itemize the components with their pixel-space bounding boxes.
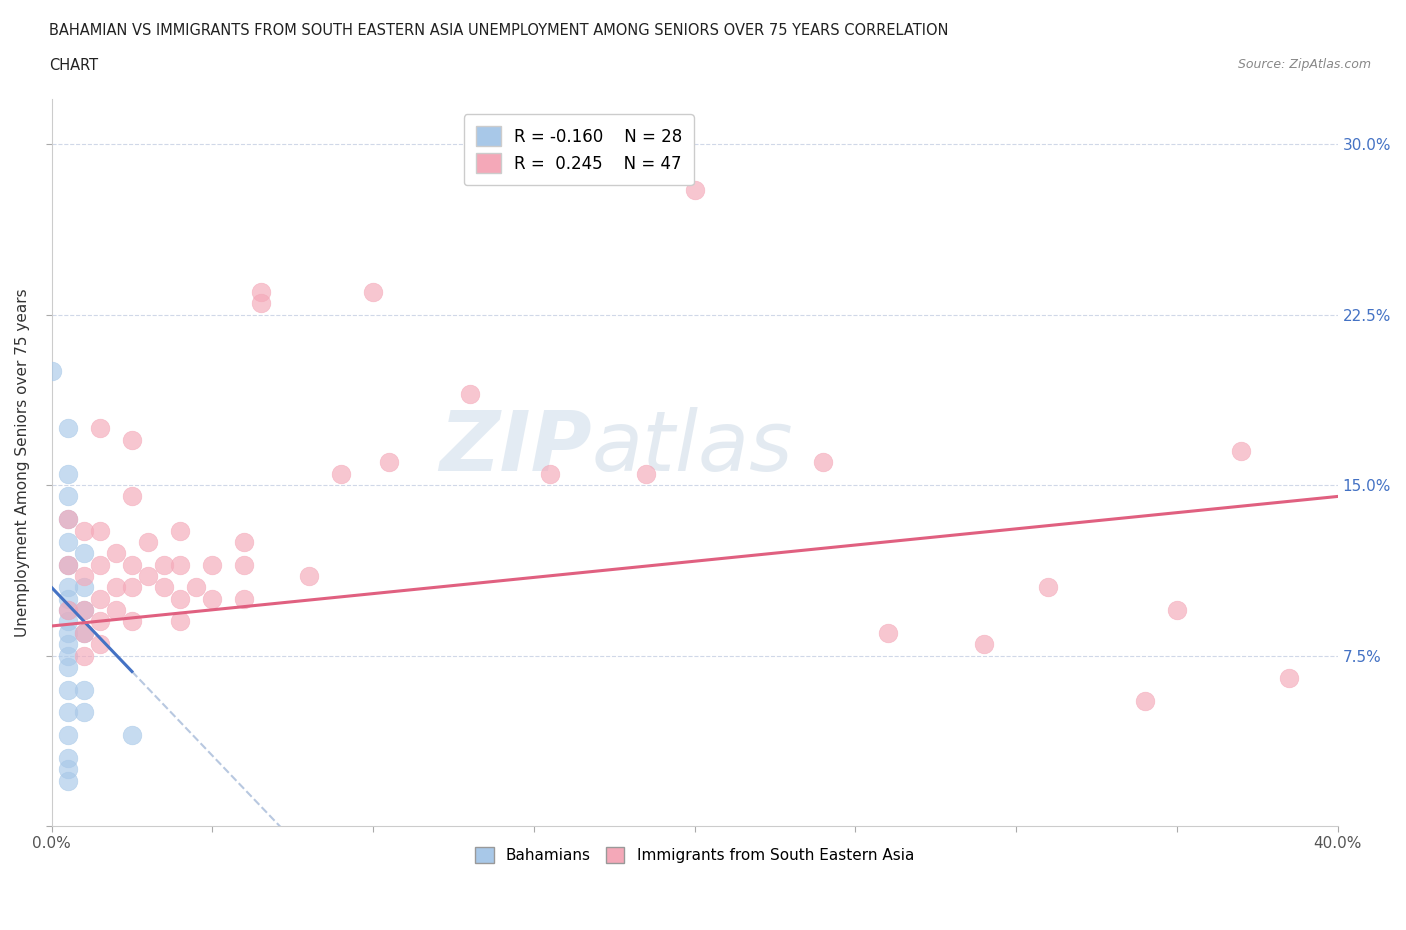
Point: [136, 535, 159, 550]
Text: CHART: CHART: [49, 58, 98, 73]
Point: [233, 591, 256, 606]
Point: [56, 727, 79, 742]
Text: Source: ZipAtlas.com: Source: ZipAtlas.com: [1237, 58, 1371, 71]
Point: [538, 466, 561, 481]
Point: [56, 512, 79, 526]
Point: [56, 489, 79, 504]
Text: atlas: atlas: [592, 407, 793, 488]
Point: [56, 625, 79, 640]
Point: [636, 466, 658, 481]
Point: [56, 591, 79, 606]
Legend: Bahamians, Immigrants from South Eastern Asia: Bahamians, Immigrants from South Eastern…: [470, 841, 920, 870]
Point: [153, 580, 176, 595]
Point: [458, 387, 481, 402]
Point: [73, 648, 96, 663]
Point: [56, 751, 79, 765]
Point: [73, 580, 96, 595]
Point: [169, 614, 191, 629]
Point: [298, 568, 321, 583]
Point: [121, 489, 143, 504]
Point: [56, 580, 79, 595]
Point: [89, 523, 111, 538]
Point: [361, 285, 384, 299]
Point: [1230, 444, 1253, 458]
Point: [249, 296, 271, 311]
Point: [56, 683, 79, 698]
Point: [56, 648, 79, 663]
Point: [41, 364, 63, 379]
Point: [973, 637, 995, 652]
Point: [73, 603, 96, 618]
Point: [73, 603, 96, 618]
Text: ZIP: ZIP: [439, 407, 592, 488]
Point: [121, 614, 143, 629]
Point: [56, 466, 79, 481]
Point: [169, 591, 191, 606]
Point: [683, 182, 706, 197]
Point: [104, 580, 127, 595]
Text: BAHAMIAN VS IMMIGRANTS FROM SOUTH EASTERN ASIA UNEMPLOYMENT AMONG SENIORS OVER 7: BAHAMIAN VS IMMIGRANTS FROM SOUTH EASTER…: [49, 23, 949, 38]
Point: [1038, 580, 1060, 595]
Point: [186, 580, 208, 595]
Point: [89, 557, 111, 572]
Point: [56, 512, 79, 526]
Point: [73, 705, 96, 720]
Point: [136, 568, 159, 583]
Point: [104, 546, 127, 561]
Point: [121, 557, 143, 572]
Point: [233, 557, 256, 572]
Point: [73, 683, 96, 698]
Point: [56, 762, 79, 777]
Point: [56, 773, 79, 788]
Point: [876, 625, 898, 640]
Point: [233, 535, 256, 550]
Point: [56, 603, 79, 618]
Point: [89, 637, 111, 652]
Point: [89, 591, 111, 606]
Point: [73, 568, 96, 583]
Point: [169, 523, 191, 538]
Point: [73, 546, 96, 561]
Point: [249, 285, 271, 299]
Point: [56, 637, 79, 652]
Point: [201, 591, 224, 606]
Point: [329, 466, 352, 481]
Point: [89, 420, 111, 435]
Point: [169, 557, 191, 572]
Point: [104, 603, 127, 618]
Point: [73, 523, 96, 538]
Point: [89, 614, 111, 629]
Point: [56, 603, 79, 618]
Point: [378, 455, 401, 470]
Point: [56, 420, 79, 435]
Point: [1166, 603, 1188, 618]
Point: [1133, 694, 1156, 709]
Point: [56, 614, 79, 629]
Point: [73, 625, 96, 640]
Point: [56, 659, 79, 674]
Point: [1278, 671, 1301, 685]
Point: [121, 727, 143, 742]
Point: [201, 557, 224, 572]
Point: [56, 705, 79, 720]
Point: [811, 455, 834, 470]
Point: [121, 580, 143, 595]
Point: [56, 535, 79, 550]
Y-axis label: Unemployment Among Seniors over 75 years: Unemployment Among Seniors over 75 years: [15, 288, 30, 637]
Point: [56, 557, 79, 572]
Point: [73, 625, 96, 640]
Point: [56, 557, 79, 572]
Point: [153, 557, 176, 572]
Point: [121, 432, 143, 447]
